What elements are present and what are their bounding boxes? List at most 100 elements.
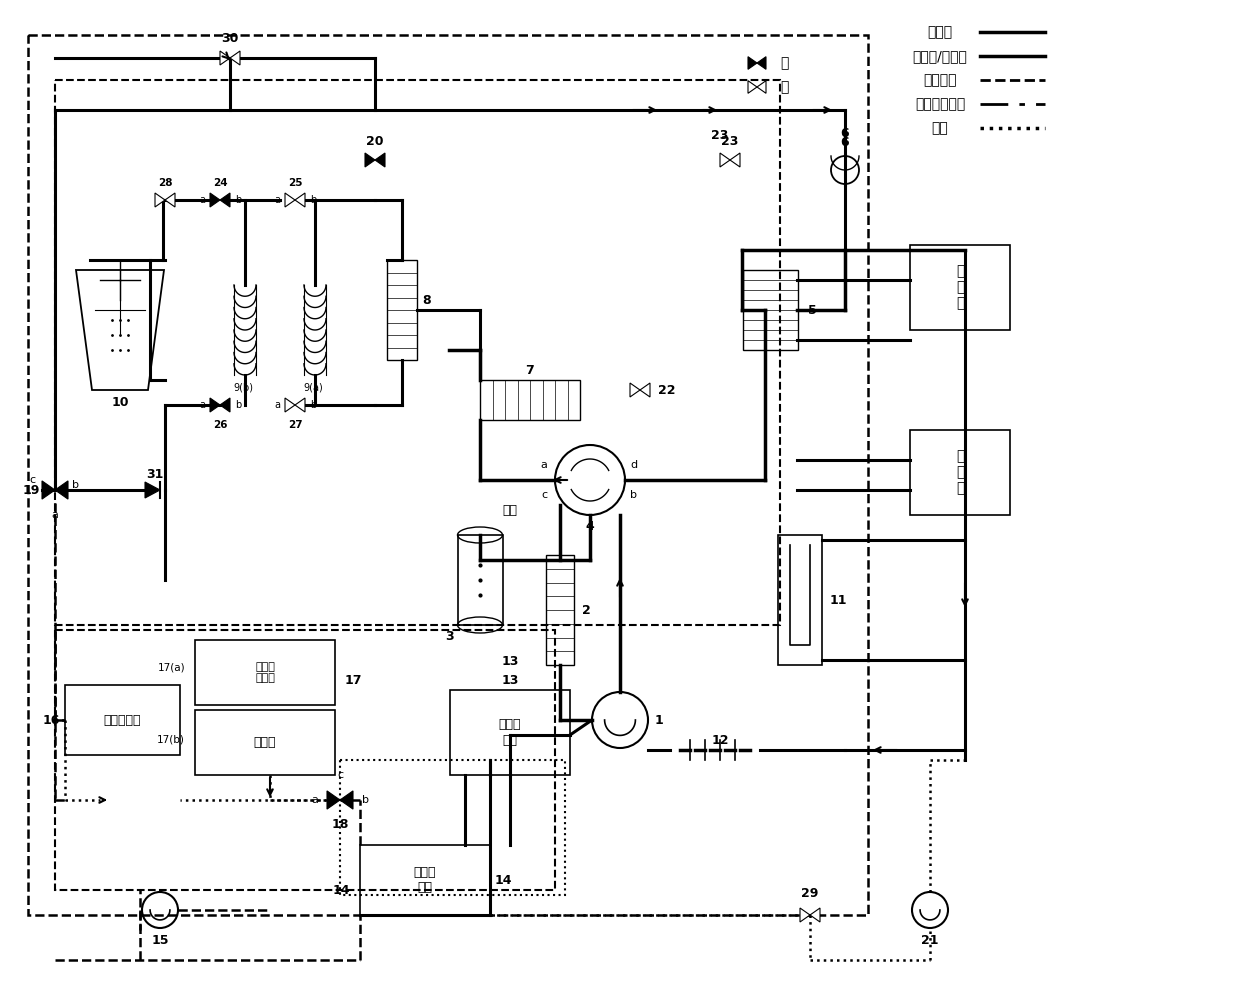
Text: 17(a): 17(a) — [157, 663, 185, 673]
Text: c: c — [29, 475, 35, 485]
Polygon shape — [756, 57, 766, 69]
Text: 6: 6 — [841, 127, 849, 140]
Text: 8: 8 — [423, 293, 432, 306]
Polygon shape — [219, 193, 229, 207]
Bar — [340, 760, 565, 895]
Text: 20: 20 — [366, 135, 383, 148]
Polygon shape — [800, 908, 810, 922]
Bar — [64, 685, 180, 755]
Text: c: c — [541, 490, 547, 500]
Text: 10: 10 — [112, 395, 129, 408]
Bar — [55, 630, 556, 890]
Text: d: d — [630, 460, 637, 470]
Text: 14: 14 — [332, 883, 350, 896]
Text: 12: 12 — [712, 734, 729, 747]
Polygon shape — [327, 790, 340, 809]
Bar — [910, 430, 1011, 515]
Text: b: b — [236, 400, 242, 410]
Polygon shape — [630, 383, 640, 397]
Polygon shape — [374, 153, 384, 167]
Text: 燃气发
动机: 燃气发 动机 — [498, 719, 521, 747]
Polygon shape — [730, 153, 740, 167]
Text: 24: 24 — [213, 178, 227, 188]
Polygon shape — [720, 153, 730, 167]
Polygon shape — [285, 193, 295, 207]
Text: 23: 23 — [722, 135, 739, 148]
Text: a: a — [274, 195, 280, 205]
Bar — [55, 80, 780, 625]
Text: 2: 2 — [582, 604, 590, 617]
Text: a: a — [198, 400, 205, 410]
Text: 烟气换热器: 烟气换热器 — [104, 714, 141, 727]
Bar — [546, 555, 574, 665]
Text: 余热换
热器: 余热换 热器 — [414, 866, 436, 894]
Text: 燃烧器: 燃烧器 — [254, 736, 277, 749]
Text: 冷冻水/冷却水: 冷冻水/冷却水 — [913, 49, 967, 63]
Text: 热回收水: 热回收水 — [924, 73, 957, 87]
Text: 关: 关 — [780, 80, 789, 94]
Polygon shape — [229, 51, 241, 65]
Text: 16: 16 — [42, 714, 60, 727]
Text: 17: 17 — [345, 674, 362, 687]
Bar — [458, 535, 502, 625]
Text: b: b — [310, 400, 316, 410]
Text: b: b — [310, 195, 316, 205]
Text: 制冷剂: 制冷剂 — [928, 25, 952, 39]
Text: 15: 15 — [151, 933, 169, 946]
Bar — [360, 845, 490, 915]
Text: a: a — [52, 510, 58, 520]
Polygon shape — [810, 908, 820, 922]
Bar — [450, 690, 570, 775]
Text: b: b — [630, 490, 637, 500]
Polygon shape — [155, 193, 165, 207]
Text: 1: 1 — [655, 714, 663, 727]
Text: 30: 30 — [221, 32, 238, 45]
Polygon shape — [295, 398, 305, 412]
Text: 5: 5 — [808, 303, 817, 316]
Text: a: a — [541, 460, 547, 470]
Text: 冷
用
户: 冷 用 户 — [956, 264, 965, 310]
Text: 22: 22 — [658, 383, 676, 396]
Text: 9(a): 9(a) — [303, 383, 322, 393]
Polygon shape — [210, 193, 219, 207]
Text: b: b — [362, 795, 370, 805]
Text: 19: 19 — [22, 483, 40, 496]
Polygon shape — [748, 57, 756, 69]
Text: 25: 25 — [288, 178, 303, 188]
Bar — [743, 270, 797, 350]
Text: 开: 开 — [780, 56, 789, 70]
Text: 3: 3 — [445, 631, 454, 644]
Text: 热
用
户: 热 用 户 — [956, 449, 965, 496]
Polygon shape — [748, 81, 756, 93]
Polygon shape — [285, 398, 295, 412]
Text: 4: 4 — [585, 521, 594, 534]
Text: a: a — [198, 195, 205, 205]
Polygon shape — [365, 153, 374, 167]
Text: a: a — [274, 400, 280, 410]
Polygon shape — [295, 193, 305, 207]
Text: 31: 31 — [146, 468, 164, 481]
Polygon shape — [165, 193, 175, 207]
Text: 烟气: 烟气 — [931, 121, 949, 135]
Text: 29: 29 — [801, 887, 818, 900]
Text: 13: 13 — [501, 674, 518, 687]
Text: b: b — [236, 195, 242, 205]
Bar — [195, 640, 335, 705]
Bar — [480, 380, 580, 420]
Text: 21: 21 — [921, 933, 939, 946]
Bar — [910, 245, 1011, 330]
Text: 27: 27 — [288, 420, 303, 430]
Polygon shape — [219, 51, 229, 65]
Polygon shape — [145, 482, 160, 498]
Polygon shape — [640, 383, 650, 397]
Text: 发动机冷却液: 发动机冷却液 — [915, 97, 965, 111]
Bar — [777, 535, 822, 665]
Text: c: c — [337, 770, 343, 780]
Polygon shape — [756, 81, 766, 93]
Polygon shape — [340, 790, 353, 809]
Text: 18: 18 — [331, 818, 348, 831]
Text: 温度检
测装置: 温度检 测装置 — [255, 662, 275, 684]
Text: 28: 28 — [157, 178, 172, 188]
Polygon shape — [219, 398, 229, 412]
Text: b: b — [72, 480, 79, 490]
